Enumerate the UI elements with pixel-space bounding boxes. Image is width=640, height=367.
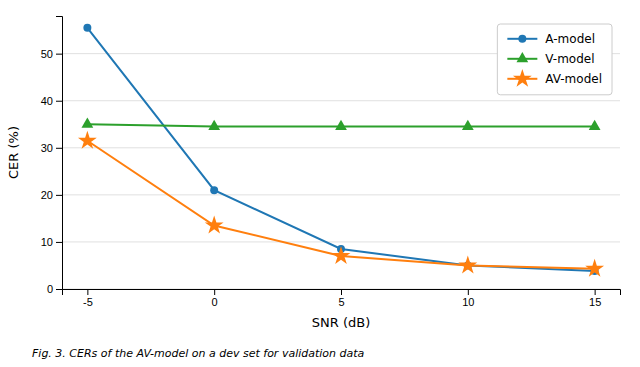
tick-label: 15 bbox=[589, 296, 601, 308]
point bbox=[83, 24, 91, 32]
tick-mark bbox=[87, 289, 88, 295]
plot-area: -5 0 5 10 15 0 10 20 30 40 50 A-model V-model AV-mode… bbox=[41, 17, 621, 308]
tick-label: 10 bbox=[462, 296, 474, 308]
legend-item: V-model bbox=[507, 52, 594, 66]
point bbox=[205, 216, 224, 234]
tick-label: -5 bbox=[83, 296, 93, 308]
tick-label: 40 bbox=[41, 95, 53, 107]
tick: 30 bbox=[41, 142, 62, 154]
x-axis-title: SNR (dB) bbox=[312, 315, 370, 330]
tick: 10 bbox=[41, 236, 62, 248]
tick-mark bbox=[56, 195, 62, 196]
tick: 20 bbox=[41, 189, 62, 201]
point bbox=[210, 186, 218, 194]
tick: 15 bbox=[589, 289, 601, 308]
tick-label: 30 bbox=[41, 142, 53, 154]
marks bbox=[78, 24, 604, 277]
point bbox=[458, 256, 477, 274]
y-axis-title: CER (%) bbox=[6, 126, 21, 179]
point bbox=[81, 117, 93, 127]
legend-label: A-model bbox=[545, 32, 595, 46]
legend-marker bbox=[516, 52, 528, 62]
tick-mark bbox=[468, 289, 469, 295]
caption: Fig. 3. CERs of the AV-model on a dev se… bbox=[32, 347, 365, 360]
tick-mark bbox=[56, 54, 62, 55]
legend-label: AV-model bbox=[545, 72, 602, 86]
tick-label: 10 bbox=[41, 236, 53, 248]
tick-mark bbox=[214, 289, 215, 295]
point bbox=[585, 259, 604, 277]
point bbox=[78, 131, 97, 149]
grid-line bbox=[62, 241, 620, 242]
tick-mark bbox=[341, 289, 342, 295]
grid-line bbox=[62, 194, 620, 195]
point bbox=[589, 120, 601, 130]
tick: 40 bbox=[41, 95, 62, 107]
legend-item: A-model bbox=[507, 32, 595, 46]
tick: 5 bbox=[338, 289, 344, 308]
point bbox=[462, 120, 474, 130]
chart: -5 0 5 10 15 0 10 20 30 40 50 A-model V-model AV-mode… bbox=[0, 0, 640, 367]
tick-label: 20 bbox=[41, 189, 53, 201]
legend-frame bbox=[497, 24, 612, 95]
point bbox=[335, 120, 347, 130]
tick-label: 0 bbox=[47, 283, 53, 295]
y-axis: 0 10 20 30 40 50 bbox=[41, 17, 63, 296]
axis-line bbox=[63, 290, 621, 296]
tick-mark bbox=[56, 289, 62, 290]
tick-mark bbox=[56, 101, 62, 102]
legend-item: AV-model bbox=[507, 69, 602, 87]
point bbox=[332, 246, 351, 264]
grid-line bbox=[62, 147, 620, 148]
legend-label: V-model bbox=[545, 52, 594, 66]
tick: 50 bbox=[41, 48, 62, 60]
tick-mark bbox=[56, 242, 62, 243]
legend-marker bbox=[513, 69, 532, 87]
tick-label: 5 bbox=[338, 296, 344, 308]
series-line bbox=[87, 141, 594, 269]
tick: 0 bbox=[47, 283, 62, 295]
tick-label: 50 bbox=[41, 48, 53, 60]
legend-marker bbox=[518, 35, 526, 43]
tick-mark bbox=[56, 148, 62, 149]
x-axis: -5 0 5 10 15 bbox=[63, 289, 621, 308]
tick: 0 bbox=[212, 289, 218, 308]
tick: 10 bbox=[462, 289, 474, 308]
legend: A-model V-model AV-model bbox=[497, 24, 612, 95]
tick: -5 bbox=[83, 289, 93, 308]
axis-line bbox=[56, 17, 63, 290]
tick-label: 0 bbox=[212, 296, 218, 308]
point bbox=[208, 120, 220, 130]
tick-mark bbox=[595, 289, 596, 295]
